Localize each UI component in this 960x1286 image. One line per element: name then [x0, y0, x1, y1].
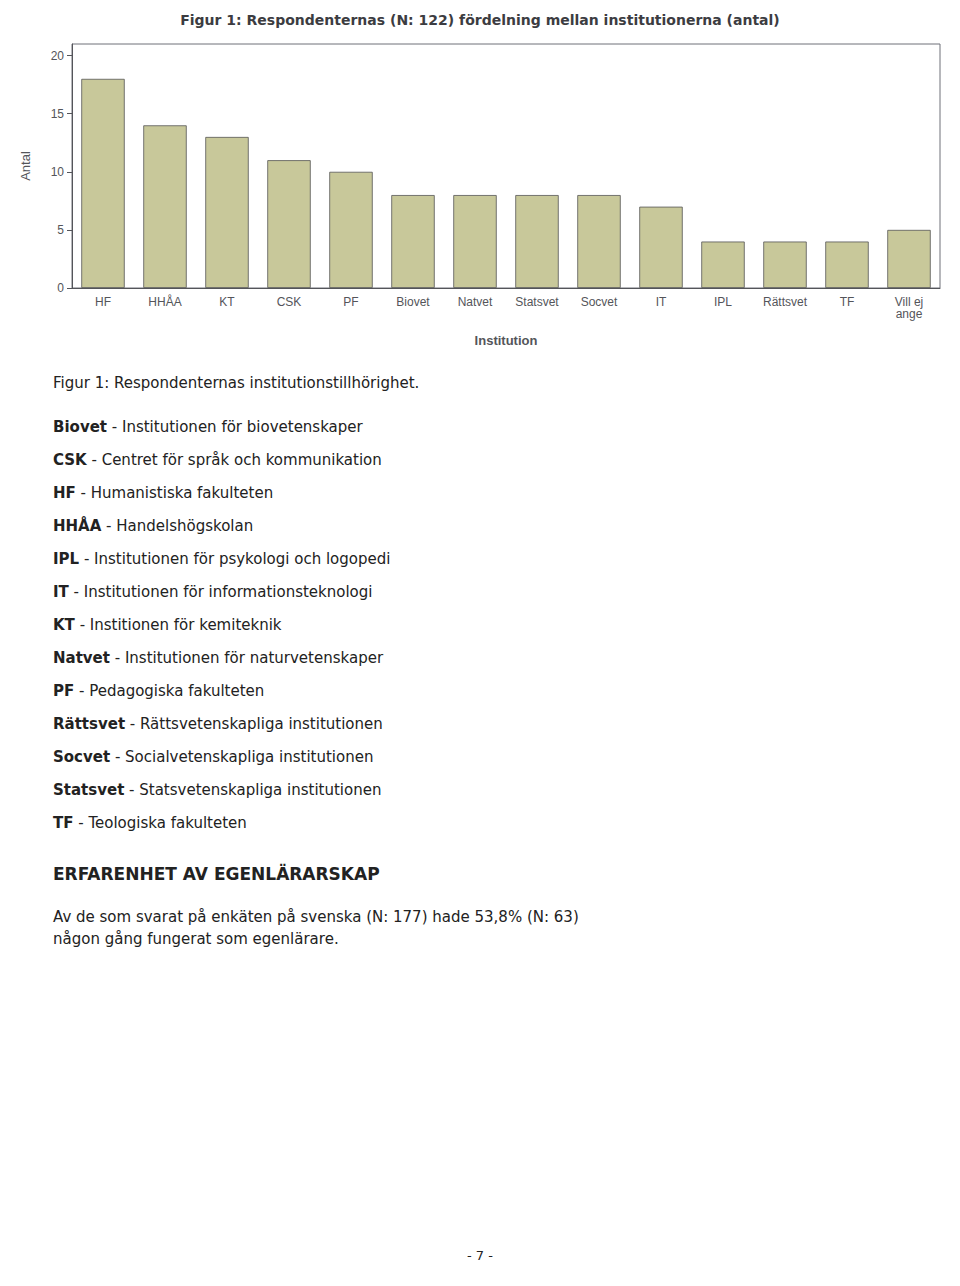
html-text:Biovet - Institutionen för bio: Biovet - Institutionen för biovetenskape… — [53, 418, 363, 436]
html-text:IT - Institutionen för informa: IT - Institutionen för informationstekno… — [53, 583, 373, 601]
svg-text:Antal: Antal — [18, 151, 33, 181]
svg-text:Natvet: Natvet — [458, 295, 493, 309]
svg-text:HHÅA: HHÅA — [148, 294, 181, 309]
svg-text:Statsvet: Statsvet — [515, 295, 559, 309]
svg-text:Vill ej: Vill ej — [894, 295, 924, 309]
svg-text:PF: PF — [343, 295, 358, 309]
html-text:CSK - Centret för språk och ko: CSK - Centret för språk och kommunikatio… — [53, 451, 382, 469]
svg-text:KT: KT — [219, 295, 235, 309]
svg-text:20: 20 — [51, 49, 65, 63]
html-text:HHÅA - Handelshögskolan: HHÅA - Handelshögskolan — [53, 517, 254, 535]
html-text:ERFARENHET AV EGENLÄRARSKAP: ERFARENHET AV EGENLÄRARSKAP — [53, 864, 380, 884]
html-text:KT - Institionen för kemitekni: KT - Institionen för kemiteknik — [53, 616, 282, 634]
html-text:- 7 -: - 7 - — [467, 1248, 493, 1263]
html-text:Figur 1: Respondenternas insti: Figur 1: Respondenternas institutionstil… — [53, 374, 420, 392]
html-text:Av de som svarat på enkäten på: Av de som svarat på enkäten på svenska (… — [53, 908, 579, 948]
svg-text:5: 5 — [57, 223, 64, 237]
svg-text:IT: IT — [656, 295, 667, 309]
svg-text:Rättsvet: Rättsvet — [763, 295, 808, 309]
svg-text:CSK: CSK — [277, 295, 302, 309]
svg-text:IPL: IPL — [714, 295, 732, 309]
svg-text:Institution: Institution — [475, 333, 538, 348]
svg-text:15: 15 — [51, 107, 65, 121]
html-text:Natvet - Institutionen för nat: Natvet - Institutionen för naturvetenska… — [53, 649, 384, 667]
svg-text:TF: TF — [840, 295, 855, 309]
html-text:HF - Humanistiska fakulteten: HF - Humanistiska fakulteten — [53, 484, 274, 502]
svg-text:Biovet: Biovet — [396, 295, 430, 309]
svg-text:ange: ange — [896, 307, 923, 321]
svg-text:HF: HF — [95, 295, 111, 309]
html-text:Rättsvet - Rättsvetenskapliga: Rättsvet - Rättsvetenskapliga institutio… — [53, 715, 383, 733]
html-text:IPL - Institutionen för psykol: IPL - Institutionen för psykologi och lo… — [53, 550, 391, 568]
html-text:PF - Pedagogiska fakulteten: PF - Pedagogiska fakulteten — [53, 682, 265, 700]
html-text:TF - Teologiska fakulteten: TF - Teologiska fakulteten — [53, 814, 247, 832]
html-text:Socvet - Socialvetenskapliga i: Socvet - Socialvetenskapliga institution… — [53, 748, 374, 766]
svg-text:0: 0 — [57, 281, 64, 295]
svg-text:Figur 1: Respondenternas (N: 1: Figur 1: Respondenternas (N: 122) fördel… — [180, 12, 780, 28]
svg-text:Socvet: Socvet — [581, 295, 618, 309]
svg-text:10: 10 — [51, 165, 65, 179]
html-text:Statsvet - Statsvetenskapliga: Statsvet - Statsvetenskapliga institutio… — [53, 781, 382, 799]
